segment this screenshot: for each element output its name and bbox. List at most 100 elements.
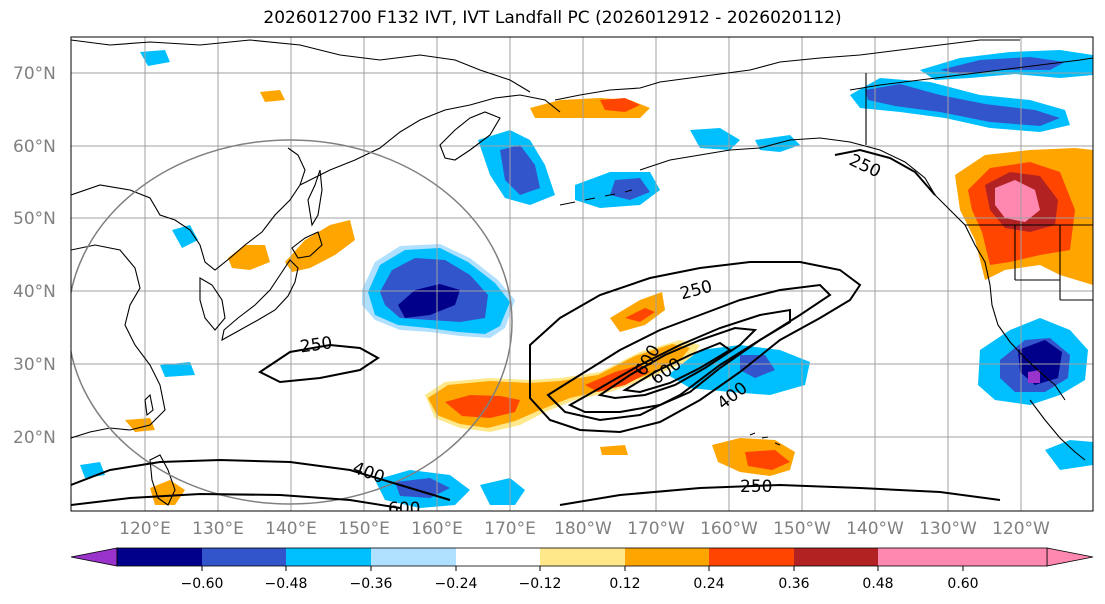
shade-kam-red bbox=[600, 98, 640, 112]
coast-japan-honshu bbox=[221, 259, 299, 342]
lat-label: 60°N bbox=[13, 137, 56, 157]
coast-taiwan bbox=[144, 393, 154, 417]
shade-sub-blue bbox=[668, 345, 810, 395]
lat-label: 40°N bbox=[13, 282, 56, 302]
shade-jp-orange bbox=[285, 220, 355, 272]
coast-sakhalin bbox=[307, 169, 323, 227]
landfall-region-circle bbox=[71, 139, 513, 505]
shade-misc-blue1 bbox=[172, 225, 198, 248]
shade-hi-east-blue bbox=[1045, 440, 1093, 470]
shade-cp-red3 bbox=[625, 308, 655, 322]
lon-label: 120°W bbox=[992, 519, 1050, 539]
colorbar-arrow-right bbox=[1046, 547, 1094, 567]
shade-misc-orange1 bbox=[260, 90, 285, 102]
colorbar-segment bbox=[878, 548, 963, 566]
colorbar-tick-label: −0.36 bbox=[350, 576, 393, 592]
coast-kamchatka bbox=[439, 111, 501, 161]
gridlines bbox=[71, 37, 1093, 511]
lon-label: 170°W bbox=[627, 519, 685, 539]
colorbar-segment bbox=[286, 548, 371, 566]
contour-600-core bbox=[622, 341, 732, 394]
lon-label: 140°W bbox=[846, 519, 904, 539]
chart-title: 2026012700 F132 IVT, IVT Landfall PC (20… bbox=[263, 8, 842, 28]
contour-600 bbox=[597, 326, 758, 400]
coast-korea bbox=[199, 277, 226, 331]
lat-label: 50°N bbox=[13, 209, 56, 229]
shade-trop-blue2 bbox=[480, 478, 525, 505]
lon-label: 170°E bbox=[484, 519, 536, 539]
lon-label: 150°E bbox=[338, 519, 390, 539]
colorbar-tick-label: 0.12 bbox=[609, 576, 640, 592]
contour-250-nw bbox=[258, 343, 380, 384]
contour-250-south bbox=[559, 483, 1001, 506]
shade-gulf-blue bbox=[690, 128, 740, 150]
colorbar-tick-label: −0.24 bbox=[435, 576, 478, 592]
coast-china bbox=[71, 244, 166, 439]
colorbar-segment bbox=[709, 548, 794, 566]
contour-250-main bbox=[529, 261, 862, 434]
contour-label: 250 bbox=[740, 477, 772, 497]
shade-bc-pink bbox=[995, 180, 1040, 222]
shade-hi-red bbox=[745, 450, 790, 470]
colorbar-tick-label: 0.36 bbox=[778, 576, 809, 592]
colorbar-tick-label: −0.60 bbox=[181, 576, 224, 592]
coast-aleutians bbox=[559, 189, 633, 206]
colorbar-arrow-left bbox=[70, 547, 118, 567]
contour-250-gulf bbox=[834, 148, 936, 196]
lon-label: 140°E bbox=[265, 519, 317, 539]
coast-alaska bbox=[554, 39, 1020, 101]
lon-label: 160°W bbox=[700, 519, 758, 539]
colorbar-tick-marks bbox=[201, 566, 964, 571]
shade-ca-purple bbox=[1028, 370, 1040, 383]
shade-ak-royal bbox=[865, 84, 1060, 126]
colorbar-segment bbox=[625, 548, 709, 566]
shade-sub-royal bbox=[740, 355, 775, 378]
colorbar-segment bbox=[117, 548, 202, 566]
shade-nwpac-navy bbox=[398, 284, 460, 318]
colorbar-segment bbox=[794, 548, 878, 566]
colorbar-segment bbox=[963, 548, 1047, 566]
contour-400 bbox=[567, 308, 791, 413]
lon-label: 130°E bbox=[192, 519, 244, 539]
coast-asia-north bbox=[71, 39, 531, 93]
contour-600-south bbox=[71, 492, 401, 509]
coast-hawaii bbox=[749, 432, 781, 446]
coast-luzon bbox=[149, 454, 176, 506]
colorbar-tick-label: 0.60 bbox=[947, 576, 978, 592]
coastlines bbox=[71, 39, 1093, 506]
lon-label: 120°E bbox=[119, 519, 171, 539]
shade-misc-orange2 bbox=[600, 445, 628, 455]
colorbar-tick-label: −0.48 bbox=[265, 576, 308, 592]
colorbar-tick-label: −0.12 bbox=[519, 576, 562, 592]
colorbar: −0.60 −0.48 −0.36 −0.24 −0.12 0.12 0.24 … bbox=[70, 547, 1094, 592]
colorbar-tick-label: 0.48 bbox=[862, 576, 893, 592]
colorbar-segment bbox=[371, 548, 456, 566]
coast-okhotsk bbox=[299, 94, 561, 186]
colorbar-tick-label: 0.24 bbox=[693, 576, 724, 592]
latitude-labels: 70°N 60°N 50°N 40°N 30°N 20°N bbox=[13, 64, 56, 448]
colorbar-segment bbox=[202, 548, 286, 566]
longitude-labels: 120°E 130°E 140°E 150°E 160°E 170°E 180°… bbox=[119, 519, 1050, 539]
lon-label: 180°W bbox=[554, 519, 612, 539]
shade-trop-royal1 bbox=[395, 478, 450, 498]
lat-label: 30°N bbox=[13, 355, 56, 375]
lat-label: 20°N bbox=[13, 428, 56, 448]
contour-label: 250 bbox=[299, 333, 334, 357]
lon-label: 160°E bbox=[411, 519, 463, 539]
ivt-contours bbox=[71, 148, 1001, 509]
colorbar-frame bbox=[116, 547, 1048, 567]
shade-misc-blue3 bbox=[160, 362, 195, 377]
shade-cp-red bbox=[445, 395, 520, 418]
contour-250-inner bbox=[546, 283, 832, 422]
shade-sea-orange bbox=[125, 418, 155, 432]
map-panel: 250 250 250 250 400 400 600 600 600 bbox=[70, 36, 1094, 512]
lat-label: 70°N bbox=[13, 64, 56, 84]
lon-label: 130°W bbox=[919, 519, 977, 539]
ivt-shading bbox=[80, 50, 1093, 508]
colorbar-segment bbox=[540, 548, 625, 566]
lon-label: 150°W bbox=[773, 519, 831, 539]
map-border bbox=[70, 36, 1094, 512]
contour-400-south bbox=[71, 458, 451, 501]
shade-misc-blue2 bbox=[140, 50, 170, 66]
